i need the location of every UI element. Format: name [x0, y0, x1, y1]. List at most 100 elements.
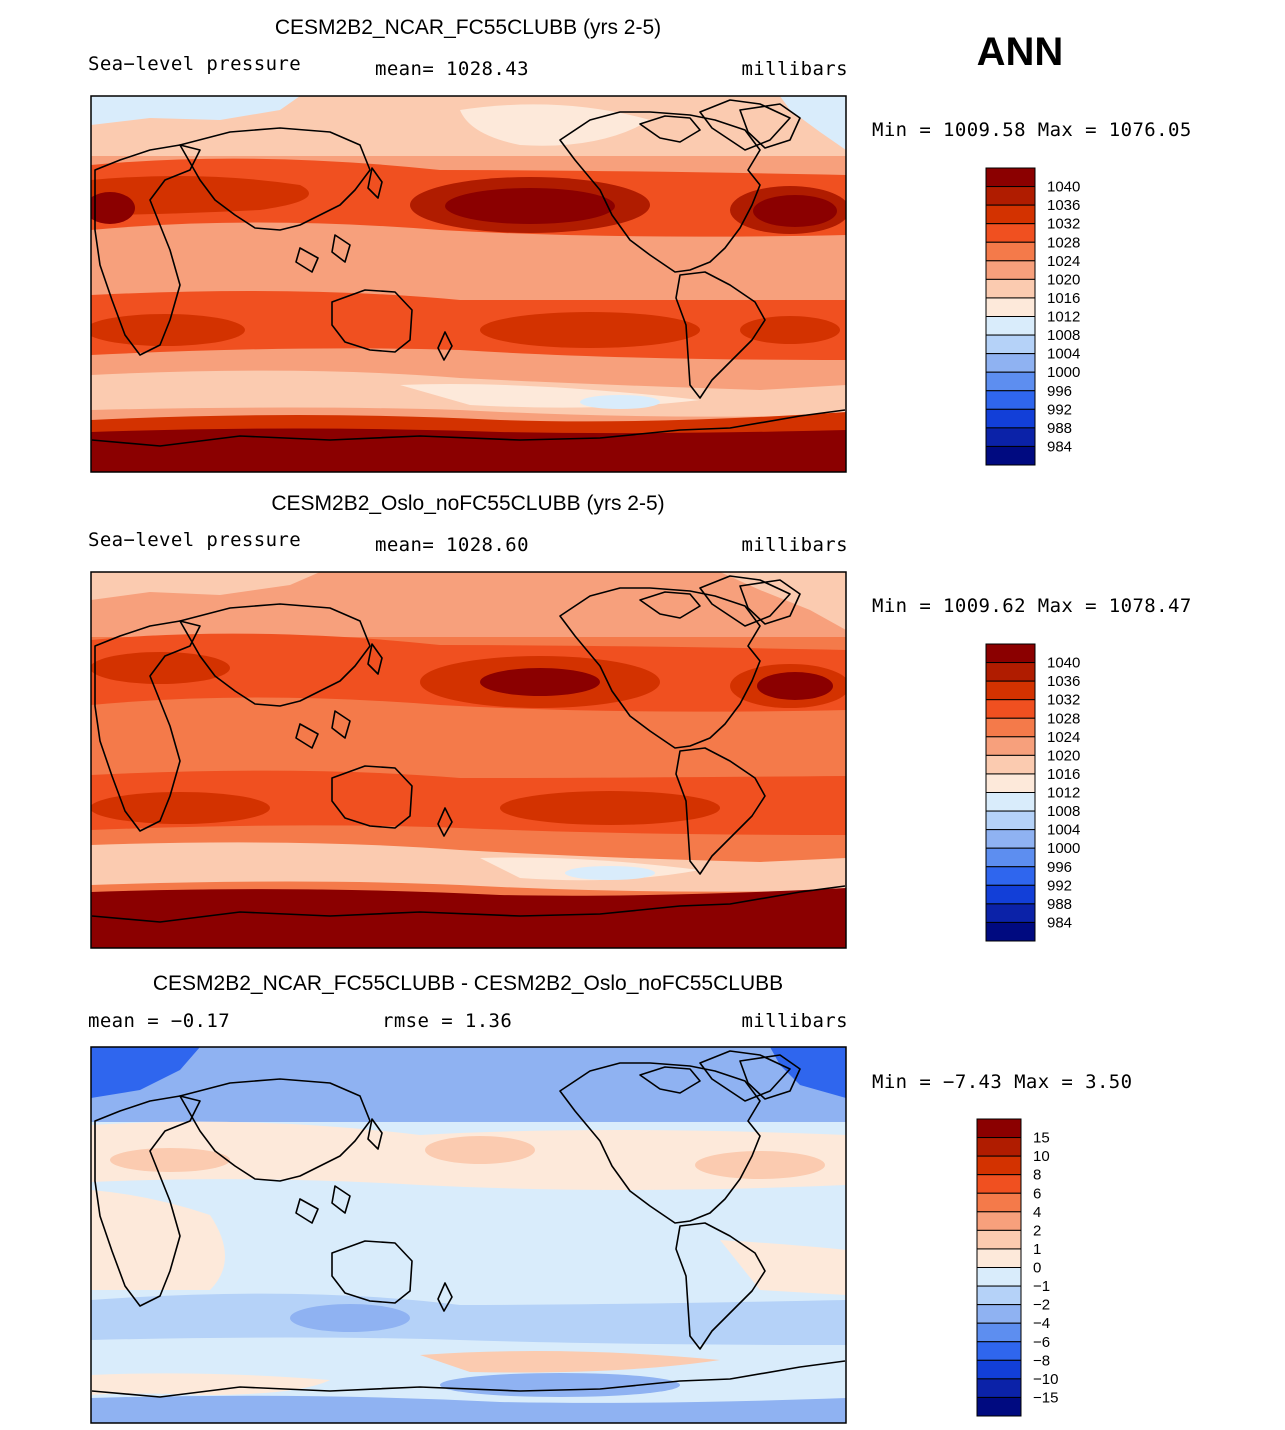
- map-region-arctic-low: [91, 96, 300, 125]
- colorbar-tick-label: 1016: [1047, 290, 1080, 307]
- colorbar-tick-label: 988: [1047, 420, 1072, 437]
- colorbar-tick-label: 1036: [1047, 197, 1080, 214]
- map-region-arctic-low: [91, 572, 320, 600]
- colorbar-tick-label: 992: [1047, 877, 1072, 894]
- colorbar-tick-label: 992: [1047, 401, 1072, 418]
- colorbar-tick-label: 1008: [1047, 327, 1080, 344]
- colorbar-swatch: [985, 866, 1036, 886]
- colorbar-tick-label: 1012: [1047, 785, 1080, 802]
- colorbar-tick-label: 0: [1033, 1260, 1041, 1277]
- colorbar-swatch: [985, 334, 1036, 355]
- colorbar-tick-label: 1040: [1047, 655, 1080, 672]
- map-plot: [91, 96, 846, 472]
- colorbar-tick-label: 15: [1033, 1130, 1050, 1147]
- colorbar-swatch: [985, 445, 1036, 466]
- panel-difference: CESM2B2_NCAR_FC55CLUBB - CESM2B2_Oslo_no…: [88, 972, 1132, 1424]
- colorbar-tick-label: 1020: [1047, 271, 1080, 288]
- map-region-positive-europe: [110, 1148, 230, 1172]
- units-label: millibars: [741, 1010, 848, 1032]
- map-region-high-atlantic-core: [753, 195, 837, 227]
- units-label: millibars: [741, 58, 848, 80]
- colorbar-swatch: [976, 1267, 1022, 1287]
- colorbar-tick-label: 1008: [1047, 803, 1080, 820]
- map-band-southern-ocean: [91, 842, 846, 892]
- units-label: millibars: [741, 534, 848, 556]
- map-region-south-pacific-high: [500, 791, 720, 825]
- colorbar-swatch: [985, 847, 1036, 868]
- map-frame: [90, 95, 847, 473]
- variable-label: Sea−level pressure: [88, 529, 301, 551]
- map-region-south-indian-high: [91, 314, 245, 346]
- map-region-southern-min: [565, 866, 655, 880]
- colorbar-swatch: [985, 390, 1036, 410]
- colorbar-tick-label: 10: [1033, 1148, 1050, 1165]
- map-region-pacific-low: [460, 104, 650, 146]
- colorbar-swatch: [985, 204, 1036, 225]
- colorbar-tick-label: 1004: [1047, 346, 1080, 363]
- colorbar-tick-label: 8: [1033, 1167, 1041, 1184]
- minmax-label: Min = 1009.62 Max = 1078.47: [872, 595, 1192, 617]
- colorbar-swatch: [976, 1118, 1022, 1139]
- colorbar-swatch: [985, 186, 1036, 206]
- panel-title: CESM2B2_Oslo_noFC55CLUBB (yrs 2-5): [271, 492, 664, 515]
- map-region-arctic-min-west: [91, 1047, 200, 1098]
- colorbar-swatch: [985, 736, 1036, 756]
- map-band-antarctic: [91, 888, 846, 948]
- map-region-positive-pacific: [425, 1136, 535, 1164]
- map-region-high-west: [91, 652, 230, 684]
- colorbar-swatch: [985, 699, 1036, 719]
- colorbar-tick-label: 1: [1033, 1241, 1041, 1258]
- colorbar-tick-label: −10: [1033, 1371, 1058, 1388]
- colorbar-tick-label: 996: [1047, 383, 1072, 400]
- colorbar-tick-label: −1: [1033, 1278, 1050, 1295]
- colorbar-tick-label: 1020: [1047, 747, 1080, 764]
- panel-oslo: CESM2B2_Oslo_noFC55CLUBB (yrs 2-5) Sea−l…: [88, 492, 1192, 949]
- colorbar-swatch: [985, 427, 1036, 447]
- colorbar-swatch: [985, 353, 1036, 373]
- colorbar-swatch: [976, 1229, 1022, 1250]
- map-region-high-pacific-core: [480, 668, 600, 696]
- map-band-arctic: [91, 1047, 846, 1122]
- colorbar-tick-label: 996: [1047, 859, 1072, 876]
- colorbar-tick-label: 6: [1033, 1185, 1041, 1202]
- rmse-label: rmse = 1.36: [382, 1010, 512, 1032]
- colorbar-swatch: [976, 1285, 1022, 1306]
- map-region-arctic-low-east: [780, 96, 846, 150]
- colorbar-tick-label: −2: [1033, 1297, 1050, 1314]
- colorbar-swatch: [985, 167, 1036, 188]
- map-region-positive-africa: [91, 1190, 225, 1290]
- colorbar-tick-label: 1032: [1047, 692, 1080, 709]
- colorbar-tick-label: 1012: [1047, 309, 1080, 326]
- map-region-high-edge: [91, 192, 135, 224]
- colorbar-swatch: [976, 1341, 1022, 1361]
- colorbar-swatch: [985, 921, 1036, 942]
- map-region-arctic-min-east: [770, 1047, 846, 1098]
- map-region-high-atlantic-core: [757, 672, 833, 700]
- panel-title: CESM2B2_NCAR_FC55CLUBB - CESM2B2_Oslo_no…: [153, 972, 783, 995]
- colorbar-tick-label: 1028: [1047, 710, 1080, 727]
- map-region-positive-atlantic: [695, 1151, 825, 1179]
- map-region-positive-samerica: [720, 1240, 846, 1295]
- colorbar-swatch: [985, 717, 1036, 738]
- colorbar-swatch: [985, 643, 1036, 664]
- colorbar-swatch: [976, 1322, 1022, 1343]
- map-region-high-pacific-core: [445, 188, 615, 224]
- colorbar-swatch: [976, 1211, 1022, 1231]
- panel-ncar: CESM2B2_NCAR_FC55CLUBB (yrs 2-5) Sea−lev…: [88, 16, 1191, 473]
- map-region-arctic-low-east: [720, 572, 846, 630]
- map-region-south-indian-high: [91, 792, 270, 824]
- map-region-positive-southwest: [91, 1373, 330, 1395]
- map-band-antarctic: [91, 1395, 846, 1423]
- colorbar-swatch: [985, 260, 1036, 280]
- colorbar-swatch: [976, 1174, 1022, 1194]
- map-region-south-pacific-high: [480, 312, 700, 348]
- colorbar-tick-label: 1000: [1047, 364, 1080, 381]
- variable-label: Sea−level pressure: [88, 53, 301, 75]
- colorbar-tick-label: 1040: [1047, 179, 1080, 196]
- colorbar-swatch: [985, 773, 1036, 793]
- colorbar-tick-label: 2: [1033, 1222, 1041, 1239]
